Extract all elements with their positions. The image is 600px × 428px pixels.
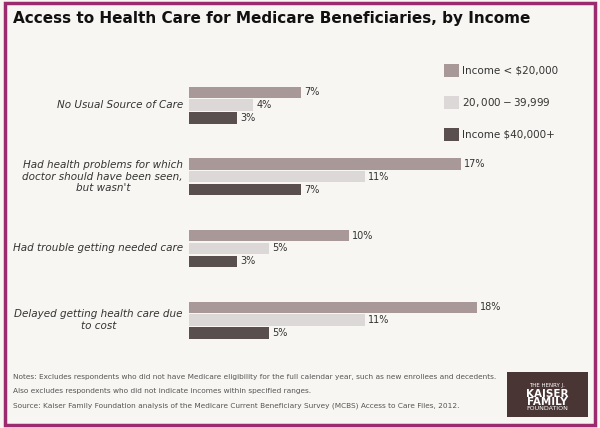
Bar [189,184,301,195]
Bar [189,327,269,339]
Text: 3%: 3% [240,256,256,266]
Bar [189,158,461,169]
Text: THE HENRY J.: THE HENRY J. [529,383,565,388]
Text: Access to Health Care for Medicare Beneficiaries, by Income: Access to Health Care for Medicare Benef… [13,11,530,26]
Text: Had health problems for which
doctor should have been seen,
but wasn't: Had health problems for which doctor sho… [23,160,183,193]
Text: $20,000-$39,999: $20,000-$39,999 [462,96,551,109]
Text: 18%: 18% [480,302,502,312]
Text: FOUNDATION: FOUNDATION [526,406,568,411]
Text: Delayed getting health care due
to cost: Delayed getting health care due to cost [14,309,183,331]
Bar [189,99,253,111]
Bar [189,302,477,313]
Text: 11%: 11% [368,315,389,325]
Bar [189,112,237,124]
Text: 7%: 7% [304,184,320,195]
Text: Notes: Excludes respondents who did not have Medicare eligibility for the full c: Notes: Excludes respondents who did not … [13,374,496,380]
Text: Income < $20,000: Income < $20,000 [462,65,558,76]
Bar [189,315,365,326]
Text: Had trouble getting needed care: Had trouble getting needed care [13,244,183,253]
Bar [189,86,301,98]
Bar [189,230,349,241]
Text: 5%: 5% [272,328,287,338]
Text: 7%: 7% [304,87,320,97]
Bar [189,256,237,267]
Text: FAMILY: FAMILY [527,397,568,407]
Text: 10%: 10% [352,231,374,241]
Text: Income $40,000+: Income $40,000+ [462,130,555,140]
Bar [189,171,365,182]
Text: No Usual Source of Care: No Usual Source of Care [57,100,183,110]
Text: 4%: 4% [256,100,271,110]
Text: 11%: 11% [368,172,389,182]
Text: 17%: 17% [464,159,486,169]
Text: KAISER: KAISER [526,389,568,398]
Text: 3%: 3% [240,113,256,123]
Text: 5%: 5% [272,244,287,253]
Bar [189,243,269,254]
Text: Also excludes respondents who did not indicate incomes within specified ranges.: Also excludes respondents who did not in… [13,388,311,394]
Text: Source: Kaiser Family Foundation analysis of the Medicare Current Beneficiary Su: Source: Kaiser Family Foundation analysi… [13,402,460,409]
